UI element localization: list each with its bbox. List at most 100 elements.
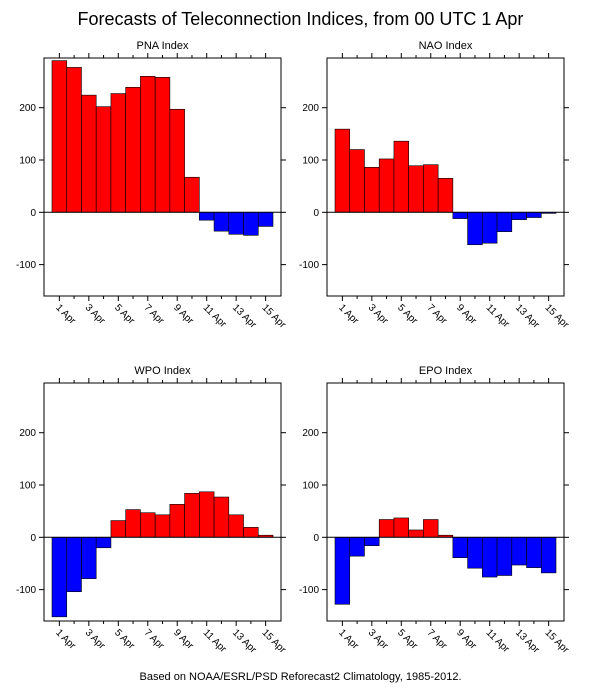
bar: [110, 520, 126, 538]
bar: [349, 149, 365, 213]
x-tick-label: 13 Apr: [513, 627, 542, 656]
bar: [199, 491, 215, 538]
y-tick-label: 100: [19, 481, 36, 492]
bar: [482, 212, 498, 244]
x-tick-label: 1 Apr: [336, 302, 361, 327]
y-tick-label: 100: [302, 481, 319, 492]
bar: [349, 537, 365, 557]
x-tick-label: 3 Apr: [366, 627, 391, 652]
bar: [511, 212, 527, 220]
bar: [154, 77, 171, 213]
bar: [213, 212, 230, 232]
x-tick-label: 9 Apr: [454, 302, 479, 327]
x-tick-label: 5 Apr: [112, 302, 137, 327]
y-tick-label: -100: [16, 260, 36, 271]
bar: [228, 212, 244, 235]
chart-panel-2: NAO Index -100 0 100 200 1 Apr 3 Apr 5 Apr 7 Apr…: [299, 40, 571, 331]
bar: [140, 76, 156, 213]
x-tick-label: 11 Apr: [201, 627, 229, 655]
bar: [95, 106, 112, 213]
bar: [334, 537, 351, 605]
bar: [408, 165, 424, 213]
bar: [437, 178, 454, 213]
bar: [393, 140, 409, 213]
y-tick-label: 0: [30, 533, 36, 544]
bar: [378, 519, 395, 538]
bar: [154, 514, 171, 538]
x-tick-label: 15 Apr: [260, 627, 289, 656]
bar: [81, 94, 97, 213]
bar: [243, 212, 259, 236]
x-tick-label: 5 Apr: [395, 627, 420, 652]
bar: [213, 496, 230, 538]
y-tick-label: -100: [299, 260, 319, 271]
y-tick-label: 200: [19, 103, 36, 114]
bar: [125, 509, 141, 538]
bar: [452, 537, 468, 559]
x-tick-label: 15 Apr: [260, 302, 289, 331]
bar: [511, 537, 527, 566]
bar: [81, 537, 97, 579]
bar: [496, 537, 513, 576]
bar: [364, 167, 380, 213]
bar: [110, 93, 126, 213]
bar: [482, 537, 498, 578]
x-tick-label: 1 Apr: [336, 627, 361, 652]
bar: [66, 537, 82, 593]
y-tick-label: 0: [313, 533, 319, 544]
panel-title: PNA Index: [137, 40, 189, 52]
x-tick-label: 9 Apr: [171, 302, 196, 327]
bar: [526, 212, 542, 218]
x-tick-label: 15 Apr: [543, 627, 572, 656]
bar: [228, 514, 244, 538]
y-tick-label: -100: [299, 585, 319, 596]
footer-note: Based on NOAA/ESRL/PSD Reforecast2 Clima…: [139, 671, 462, 683]
x-tick-label: 13 Apr: [513, 302, 542, 331]
x-tick-label: 11 Apr: [201, 302, 229, 330]
bar: [334, 128, 351, 213]
figure-title: Forecasts of Teleconnection Indices, fro…: [77, 9, 524, 29]
bar: [423, 519, 439, 538]
bar: [95, 537, 112, 549]
x-tick-label: 9 Apr: [454, 627, 479, 652]
x-tick-label: 15 Apr: [543, 302, 572, 331]
x-tick-label: 7 Apr: [142, 627, 167, 652]
x-tick-label: 3 Apr: [83, 302, 108, 327]
bar: [467, 212, 483, 246]
chart-panel-4: EPO Index -100 0 100 200 1 Apr 3 Apr 5 Apr 7 Apr…: [299, 365, 571, 656]
bar: [364, 537, 380, 546]
bar: [408, 529, 424, 538]
x-tick-label: 7 Apr: [425, 627, 450, 652]
bar: [169, 108, 185, 213]
chart-panel-3: WPO Index -100 0 100 200 1 Apr 3 Apr 5 Apr 7 Apr…: [16, 365, 288, 656]
x-tick-label: 1 Apr: [53, 302, 78, 327]
panel-title: NAO Index: [419, 40, 473, 52]
x-tick-label: 5 Apr: [395, 302, 420, 327]
panel-title: EPO Index: [419, 365, 473, 377]
bar: [467, 537, 483, 569]
bar: [125, 86, 141, 213]
bar: [169, 504, 185, 538]
bar: [243, 527, 259, 538]
panel-title: WPO Index: [134, 365, 191, 377]
plot-frame: [326, 382, 565, 622]
y-tick-label: 0: [30, 208, 36, 219]
bar: [257, 212, 274, 227]
bar: [184, 493, 200, 538]
x-tick-label: 3 Apr: [366, 302, 391, 327]
bar: [496, 212, 513, 232]
y-tick-label: 200: [19, 428, 36, 439]
bar: [51, 60, 68, 213]
bar: [199, 212, 215, 221]
x-tick-label: 3 Apr: [83, 627, 108, 652]
x-tick-label: 5 Apr: [112, 627, 137, 652]
y-tick-label: 100: [302, 156, 319, 167]
bar: [378, 158, 395, 213]
y-tick-label: 200: [302, 103, 319, 114]
y-tick-label: 0: [313, 208, 319, 219]
y-tick-label: -100: [16, 585, 36, 596]
x-tick-label: 13 Apr: [230, 627, 259, 656]
x-tick-label: 11 Apr: [484, 302, 512, 330]
chart-panel-1: PNA Index -100 0 100 200 1 Apr 3 Apr 5 Apr 7 Apr…: [16, 40, 288, 331]
